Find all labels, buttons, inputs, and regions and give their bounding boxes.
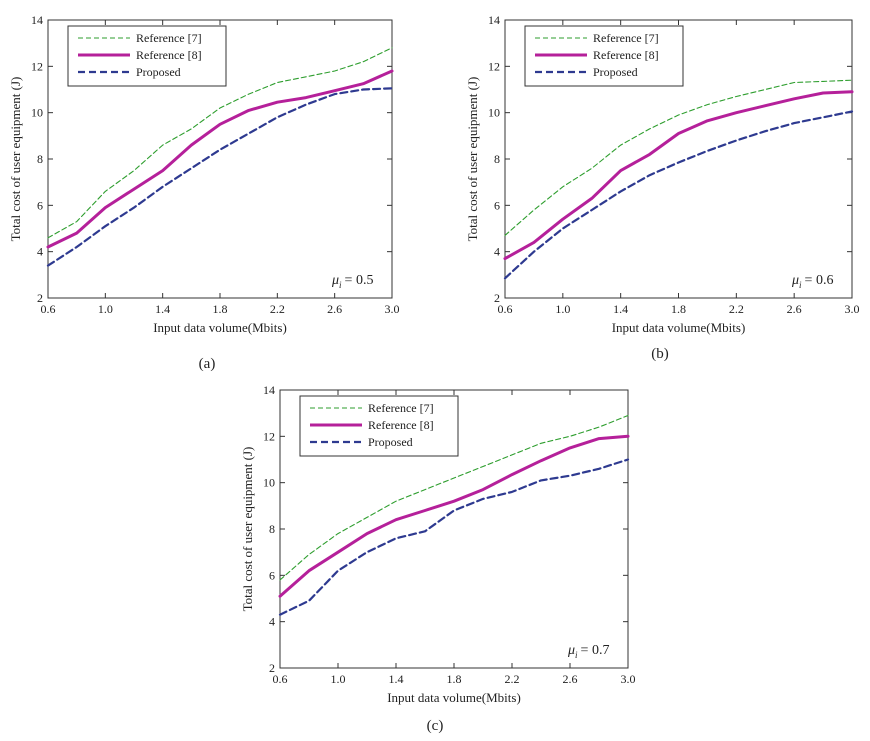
x-tick-label: 1.8 (213, 302, 228, 316)
y-tick-label: 6 (494, 198, 500, 212)
x-tick-label: 1.4 (155, 302, 170, 316)
y-tick-label: 10 (31, 106, 43, 120)
y-tick-label: 8 (494, 152, 500, 166)
y-tick-label: 2 (269, 661, 275, 675)
chart-panel-2: 2 4 6 8 10 12 14 0.6 1.0 1.4 1.8 2.2 2.6 3.0 Input dat… (465, 13, 860, 362)
y-tick-label: 8 (269, 522, 275, 536)
x-tick-label: 2.2 (505, 672, 520, 686)
y-tick-label: 12 (31, 59, 43, 73)
x-tick-label: 0.6 (41, 302, 56, 316)
x-tick-label: 3.0 (621, 672, 636, 686)
legend-label-1: Reference [7] (593, 31, 659, 45)
x-axis-label: Input data volume(Mbits) (612, 320, 746, 335)
mu-value: = 0.7 (581, 643, 610, 658)
mu-symbol: μ (791, 273, 799, 288)
x-tick-label: 0.6 (498, 302, 513, 316)
y-tick-label: 6 (37, 198, 43, 212)
series-line-1 (279, 414, 629, 581)
series-line-2 (46, 69, 394, 249)
mu-subscript: i (575, 650, 578, 660)
y-tick-label: 10 (488, 106, 500, 120)
x-tick-label: 2.6 (787, 302, 802, 316)
mu-annotation: μi = 0.7 (567, 643, 609, 660)
mu-value: = 0.6 (805, 273, 834, 288)
series-line-3 (503, 110, 854, 280)
y-tick-label: 12 (263, 429, 275, 443)
legend-label-1: Reference [7] (136, 31, 202, 45)
panel-caption: (b) (651, 346, 669, 362)
y-axis-label: Total cost of user equipment (J) (8, 77, 23, 242)
mu-value: = 0.5 (345, 273, 374, 288)
y-tick-label: 12 (488, 59, 500, 73)
x-tick-label: 3.0 (845, 302, 860, 316)
chart-panel-3: 2 4 6 8 10 12 14 0.6 1.0 1.4 1.8 2.2 2.6 3.0 Input dat… (240, 383, 636, 734)
mu-symbol: μ (331, 273, 339, 288)
series-line-2 (503, 90, 854, 261)
y-tick-label: 2 (494, 291, 500, 305)
series-line-1 (47, 47, 393, 239)
legend-label-2: Reference [8] (593, 48, 659, 62)
x-tick-label: 1.0 (98, 302, 113, 316)
x-tick-label: 1.8 (671, 302, 686, 316)
series-line-2 (278, 434, 630, 598)
x-tick-label: 1.4 (389, 672, 404, 686)
y-tick-label: 4 (494, 245, 500, 259)
y-tick-label: 14 (263, 383, 275, 397)
x-tick-label: 2.2 (270, 302, 285, 316)
legend-label-2: Reference [8] (136, 48, 202, 62)
series-line-3 (278, 458, 630, 616)
y-tick-label: 4 (37, 245, 43, 259)
panel-caption: (a) (199, 356, 216, 372)
y-tick-label: 6 (269, 568, 275, 582)
x-axis-label: Input data volume(Mbits) (153, 320, 287, 335)
legend-label-1: Reference [7] (368, 401, 434, 415)
legend-label-3: Proposed (593, 65, 638, 79)
y-tick-label: 14 (31, 13, 43, 27)
y-axis-label: Total cost of user equipment (J) (465, 77, 480, 242)
x-axis-label: Input data volume(Mbits) (387, 690, 521, 705)
legend-label-3: Proposed (136, 65, 181, 79)
x-tick-label: 1.4 (613, 302, 628, 316)
y-tick-label: 8 (37, 152, 43, 166)
x-tick-label: 3.0 (385, 302, 400, 316)
legend-label-2: Reference [8] (368, 418, 434, 432)
y-axis-label: Total cost of user equipment (J) (240, 447, 255, 612)
y-tick-label: 2 (37, 291, 43, 305)
mu-subscript: i (339, 280, 342, 290)
x-tick-label: 2.2 (729, 302, 744, 316)
mu-annotation: μi = 0.5 (331, 273, 373, 290)
x-tick-label: 1.0 (555, 302, 570, 316)
panel-caption: (c) (427, 718, 444, 734)
series-line-3 (46, 87, 394, 267)
mu-annotation: μi = 0.6 (791, 273, 833, 290)
x-tick-label: 1.0 (331, 672, 346, 686)
mu-subscript: i (799, 280, 802, 290)
legend-label-3: Proposed (368, 435, 413, 449)
x-tick-label: 1.8 (447, 672, 462, 686)
y-tick-label: 4 (269, 615, 275, 629)
y-tick-label: 10 (263, 476, 275, 490)
series-line-1 (504, 79, 853, 236)
x-tick-label: 2.6 (327, 302, 342, 316)
mu-symbol: μ (567, 643, 575, 658)
chart-panel-1: 2 4 6 8 10 12 14 0.6 1.0 1.4 1.8 2.2 2.6 3.0 Input dat… (8, 13, 400, 372)
x-tick-label: 0.6 (273, 672, 288, 686)
x-tick-label: 2.6 (563, 672, 578, 686)
y-tick-label: 14 (488, 13, 500, 27)
